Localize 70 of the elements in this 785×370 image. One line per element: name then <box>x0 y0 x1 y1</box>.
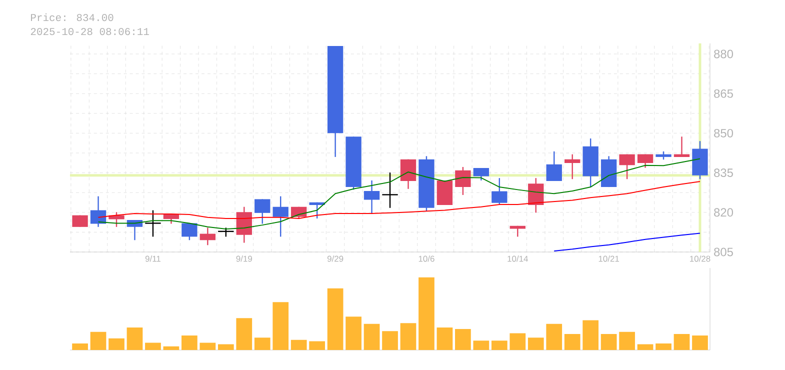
line-series <box>554 232 700 252</box>
y-tick-label: 880 <box>714 50 734 58</box>
x-tick-label: 9/29 <box>327 256 344 262</box>
bar <box>145 342 161 350</box>
y-tick-label: 835 <box>714 168 733 178</box>
bar <box>364 324 380 350</box>
bar <box>637 344 654 350</box>
x-tick-label: 9/11 <box>145 256 160 262</box>
bar <box>528 338 544 350</box>
candlestick <box>144 210 162 238</box>
bar <box>418 277 434 350</box>
candlestick <box>564 154 580 180</box>
candlestick <box>254 198 270 224</box>
bar <box>108 338 124 350</box>
candlestick <box>619 154 635 180</box>
bar <box>546 324 562 350</box>
bar <box>382 331 398 350</box>
chart-title: Price: 834.00 <box>31 13 114 22</box>
candlestick <box>108 212 124 228</box>
candlestick <box>200 227 216 246</box>
bar <box>272 302 289 350</box>
bar <box>126 328 143 350</box>
candlestick <box>546 150 562 182</box>
y-tick-label: 865 <box>714 89 733 98</box>
candlestick <box>674 136 690 158</box>
candlestick <box>492 177 508 205</box>
x-tick-label: 10/6 <box>418 256 434 262</box>
candlestick <box>236 206 252 244</box>
bar <box>90 332 106 350</box>
bar <box>455 328 471 350</box>
bar <box>582 320 599 350</box>
candlestick <box>528 177 544 214</box>
bar <box>656 343 672 350</box>
bar <box>200 342 216 350</box>
bar <box>564 334 580 350</box>
y-tick-label: 850 <box>714 128 734 138</box>
bar <box>218 344 234 350</box>
candlestick <box>637 154 654 168</box>
candlestick <box>400 158 416 190</box>
bar <box>72 343 88 350</box>
bar <box>436 328 453 350</box>
bar <box>163 346 180 350</box>
y-tick-label: 805 <box>714 248 733 256</box>
bar <box>400 323 416 350</box>
y-tick-label: 820 <box>714 208 734 217</box>
candlestick <box>364 180 380 214</box>
bar <box>290 340 307 350</box>
bar <box>236 318 252 350</box>
bar <box>491 340 508 350</box>
bar <box>309 341 326 350</box>
candlestick <box>182 222 198 241</box>
x-tick-label: 10/28 <box>690 256 710 262</box>
bar <box>510 333 526 350</box>
chart-subtitle: 2025-10-28 08:06:11 <box>30 28 149 36</box>
bar <box>327 288 344 350</box>
x-tick-label: 9/19 <box>236 256 252 262</box>
bar <box>600 334 617 350</box>
bar <box>346 316 362 350</box>
candlestick <box>272 196 288 238</box>
x-tick-label: 10/14 <box>508 256 528 262</box>
bar <box>473 340 490 350</box>
bar <box>254 338 270 350</box>
bar <box>619 332 635 350</box>
x-tick-label: 10/21 <box>598 256 619 262</box>
candlestick <box>382 172 398 208</box>
candlestick <box>455 166 471 196</box>
candlestick <box>473 167 490 182</box>
bar <box>692 335 708 350</box>
bar <box>674 334 690 350</box>
bar <box>182 335 198 350</box>
